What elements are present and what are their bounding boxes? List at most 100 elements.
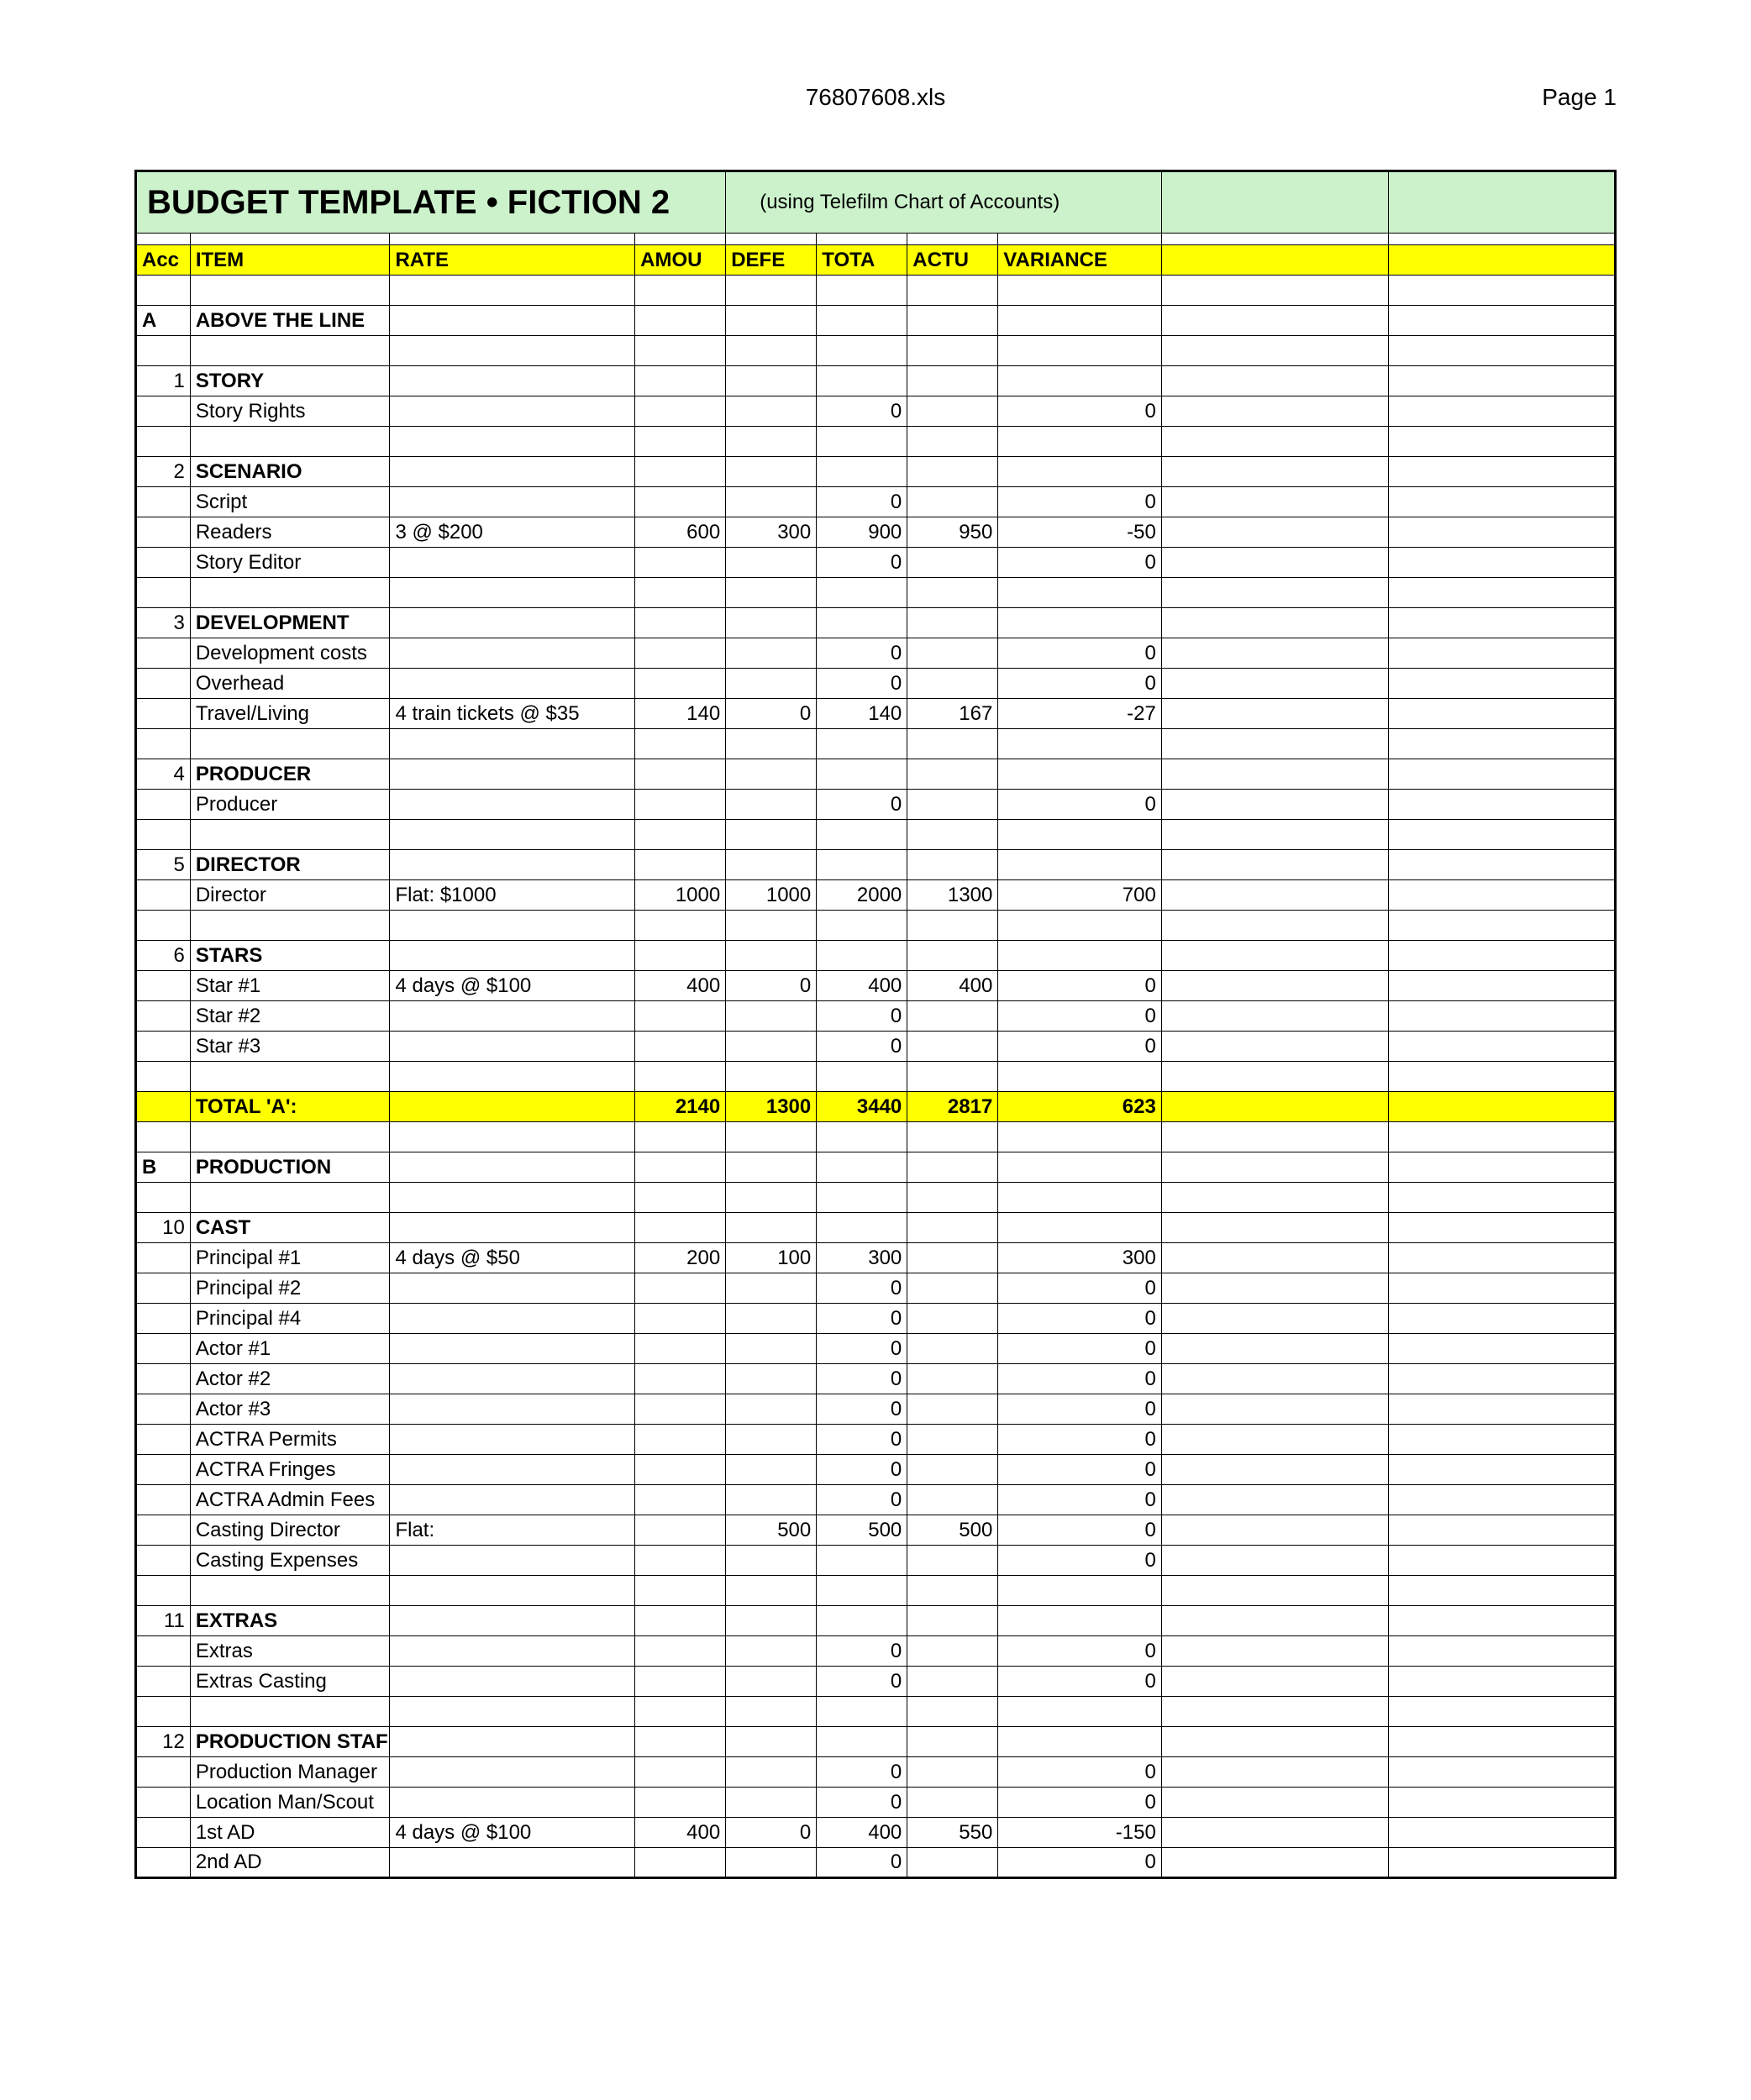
cell bbox=[635, 234, 726, 245]
acc-cell bbox=[136, 1636, 191, 1667]
line-row: Script00 bbox=[136, 487, 1616, 517]
cell bbox=[817, 276, 907, 306]
total-cell: 300 bbox=[817, 1243, 907, 1273]
cell bbox=[190, 729, 390, 759]
actual-cell: 1300 bbox=[907, 880, 998, 911]
variance-cell: 0 bbox=[998, 1546, 1162, 1576]
cell bbox=[726, 820, 817, 850]
rate-cell bbox=[390, 790, 635, 820]
cell bbox=[635, 1576, 726, 1606]
cell bbox=[190, 336, 390, 366]
cell bbox=[1161, 1425, 1388, 1455]
item-cell: 2nd AD bbox=[190, 1848, 390, 1878]
cell bbox=[998, 1606, 1162, 1636]
item-cell: Story Editor bbox=[190, 548, 390, 578]
cell bbox=[998, 729, 1162, 759]
cell bbox=[1388, 1546, 1615, 1576]
acc-cell: 2 bbox=[136, 457, 191, 487]
cell bbox=[136, 1122, 191, 1152]
deferral-cell bbox=[726, 1848, 817, 1878]
amount-cell bbox=[635, 1364, 726, 1394]
cell bbox=[635, 1183, 726, 1213]
cell bbox=[136, 1576, 191, 1606]
total-cell: 0 bbox=[817, 1425, 907, 1455]
cell bbox=[1161, 1334, 1388, 1364]
acc-cell bbox=[136, 1546, 191, 1576]
cell bbox=[726, 578, 817, 608]
cell bbox=[190, 911, 390, 941]
cell bbox=[817, 850, 907, 880]
acc-cell bbox=[136, 1485, 191, 1515]
variance-cell: 0 bbox=[998, 1848, 1162, 1878]
cell bbox=[635, 759, 726, 790]
variance-cell: 0 bbox=[998, 1032, 1162, 1062]
acc-cell: 4 bbox=[136, 759, 191, 790]
cell bbox=[1161, 396, 1388, 427]
item-cell: Principal #1 bbox=[190, 1243, 390, 1273]
group-row: 4PRODUCER bbox=[136, 759, 1616, 790]
actual-cell: 500 bbox=[907, 1515, 998, 1546]
cell bbox=[136, 427, 191, 457]
item-cell: Travel/Living bbox=[190, 699, 390, 729]
cell bbox=[907, 759, 998, 790]
cell bbox=[907, 820, 998, 850]
cell bbox=[998, 1122, 1162, 1152]
amount-cell bbox=[635, 1273, 726, 1304]
rate-cell bbox=[390, 1273, 635, 1304]
line-row: Extras00 bbox=[136, 1636, 1616, 1667]
group-row: 3DEVELOPMENT bbox=[136, 608, 1616, 638]
line-row: Extras Casting00 bbox=[136, 1667, 1616, 1697]
group-row: 12PRODUCTION STAFF bbox=[136, 1727, 1616, 1757]
line-row: Actor #200 bbox=[136, 1364, 1616, 1394]
actual-cell bbox=[907, 1394, 998, 1425]
cell bbox=[726, 1697, 817, 1727]
cell bbox=[390, 336, 635, 366]
cell bbox=[998, 276, 1162, 306]
item-cell: Principal #4 bbox=[190, 1304, 390, 1334]
item-cell: Star #3 bbox=[190, 1032, 390, 1062]
cell bbox=[1388, 548, 1615, 578]
acc-cell: 11 bbox=[136, 1606, 191, 1636]
total-cell: 0 bbox=[817, 1757, 907, 1788]
cell bbox=[817, 336, 907, 366]
cell bbox=[998, 427, 1162, 457]
cell bbox=[726, 1152, 817, 1183]
line-row: Production Manager00 bbox=[136, 1757, 1616, 1788]
cell bbox=[1161, 1364, 1388, 1394]
cell bbox=[907, 1697, 998, 1727]
cell bbox=[1388, 880, 1615, 911]
cell bbox=[136, 911, 191, 941]
cell bbox=[190, 578, 390, 608]
acc-cell bbox=[136, 1667, 191, 1697]
deferral-cell bbox=[726, 1485, 817, 1515]
total-cell: 0 bbox=[817, 1485, 907, 1515]
acc-cell: B bbox=[136, 1152, 191, 1183]
cell bbox=[190, 1697, 390, 1727]
cell bbox=[1388, 1062, 1615, 1092]
deferral-cell: 300 bbox=[726, 517, 817, 548]
cell bbox=[390, 578, 635, 608]
item-cell: Star #1 bbox=[190, 971, 390, 1001]
variance-cell: 0 bbox=[998, 1757, 1162, 1788]
rate-cell: 4 days @ $100 bbox=[390, 1818, 635, 1848]
cell bbox=[136, 1062, 191, 1092]
rate-cell bbox=[390, 1092, 635, 1122]
variance-cell: 0 bbox=[998, 669, 1162, 699]
cell bbox=[635, 850, 726, 880]
cell bbox=[1161, 941, 1388, 971]
cell bbox=[1161, 1273, 1388, 1304]
cell bbox=[1388, 1667, 1615, 1697]
cell bbox=[1161, 1576, 1388, 1606]
cell bbox=[1388, 457, 1615, 487]
cell bbox=[907, 457, 998, 487]
item-cell: ABOVE THE LINE bbox=[190, 306, 390, 336]
acc-cell: 6 bbox=[136, 941, 191, 971]
cell bbox=[998, 608, 1162, 638]
cell bbox=[635, 729, 726, 759]
deferral-cell: 1300 bbox=[726, 1092, 817, 1122]
cell bbox=[1388, 234, 1615, 245]
blank-row bbox=[136, 336, 1616, 366]
cell bbox=[390, 1606, 635, 1636]
deferral-cell bbox=[726, 638, 817, 669]
total-cell: 0 bbox=[817, 548, 907, 578]
